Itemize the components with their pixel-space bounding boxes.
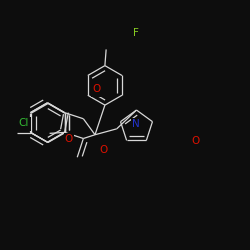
FancyBboxPatch shape [98,144,109,158]
FancyBboxPatch shape [131,27,141,41]
FancyBboxPatch shape [190,136,200,150]
Text: Cl: Cl [18,118,29,128]
Text: N: N [132,119,140,129]
FancyBboxPatch shape [64,133,74,147]
Text: F: F [133,28,139,38]
FancyBboxPatch shape [91,83,102,97]
Text: O: O [64,134,73,144]
Text: O: O [92,84,100,94]
Text: O: O [100,145,108,155]
FancyBboxPatch shape [131,118,141,132]
Text: O: O [191,136,199,146]
FancyBboxPatch shape [16,117,31,131]
